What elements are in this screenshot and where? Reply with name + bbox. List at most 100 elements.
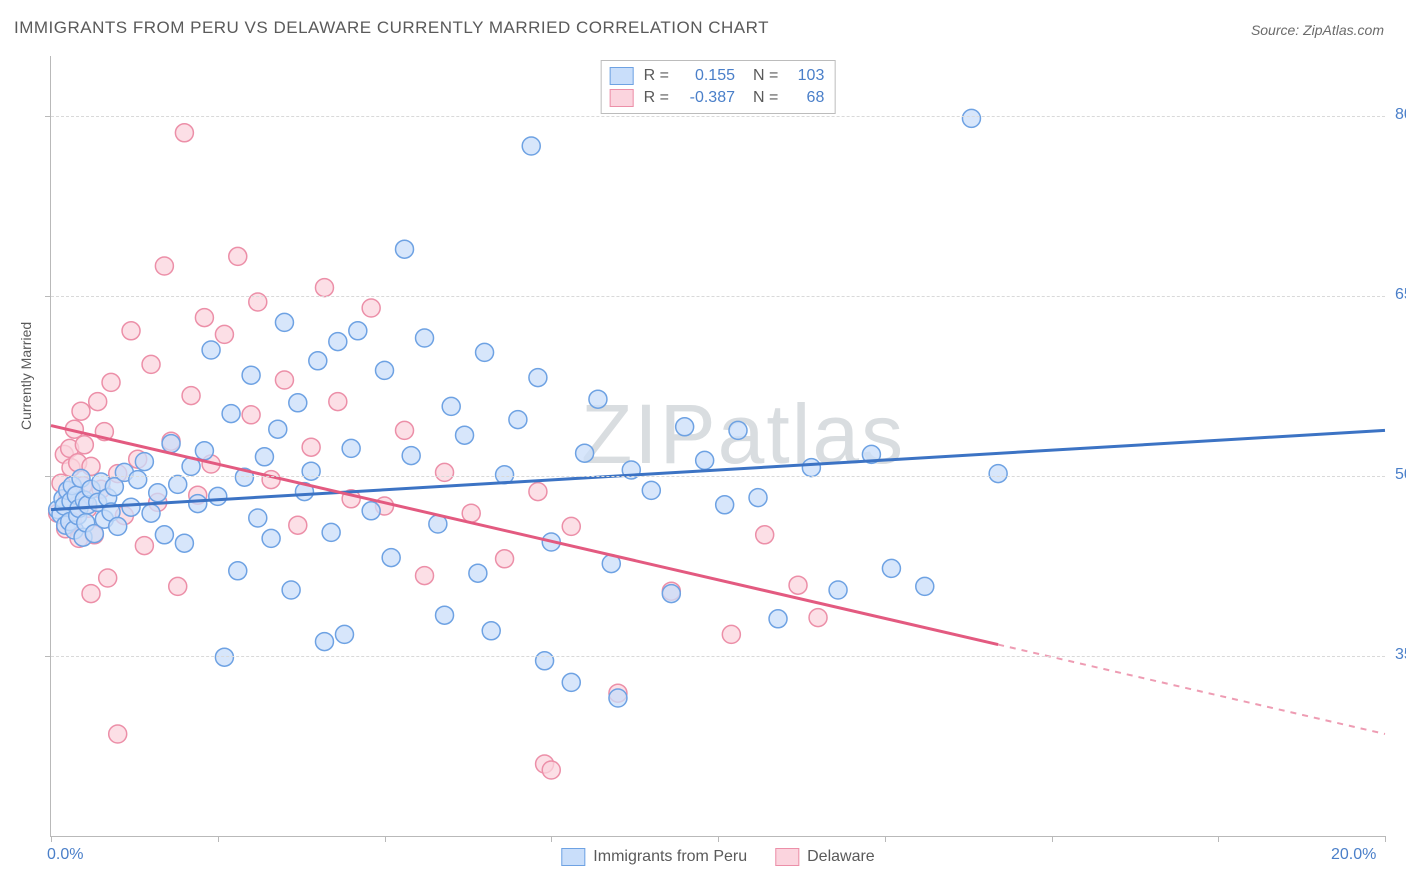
scatter-point-delaware — [72, 402, 90, 420]
scatter-point-peru — [242, 366, 260, 384]
scatter-point-peru — [189, 495, 207, 513]
scatter-point-peru — [476, 343, 494, 361]
scatter-point-delaware — [142, 355, 160, 373]
scatter-point-peru — [162, 435, 180, 453]
scatter-point-peru — [149, 484, 167, 502]
scatter-point-peru — [509, 411, 527, 429]
scatter-point-delaware — [155, 257, 173, 275]
scatter-point-peru — [142, 504, 160, 522]
scatter-point-peru — [215, 648, 233, 666]
scatter-point-delaware — [315, 279, 333, 297]
chart-plot-area: ZIPatlas R = 0.155 N = 103 R = -0.387 N … — [50, 56, 1385, 837]
legend-label-peru: Immigrants from Peru — [593, 848, 747, 866]
scatter-point-peru — [416, 329, 434, 347]
scatter-point-peru — [255, 448, 273, 466]
scatter-point-delaware — [436, 463, 454, 481]
scatter-point-peru — [989, 465, 1007, 483]
legend-label-delaware: Delaware — [807, 848, 875, 866]
scatter-point-peru — [676, 418, 694, 436]
scatter-point-peru — [135, 453, 153, 471]
scatter-point-peru — [175, 534, 193, 552]
scatter-point-peru — [229, 562, 247, 580]
ytick-label: 35.0% — [1387, 646, 1406, 664]
scatter-point-peru — [529, 369, 547, 387]
scatter-point-peru — [222, 405, 240, 423]
trend-line-delaware-extrapolated — [998, 645, 1385, 734]
scatter-point-peru — [749, 489, 767, 507]
scatter-point-peru — [155, 526, 173, 544]
scatter-point-peru — [376, 361, 394, 379]
scatter-point-delaware — [756, 526, 774, 544]
scatter-point-delaware — [195, 309, 213, 327]
legend-item-delaware: Delaware — [775, 848, 875, 866]
scatter-point-peru — [122, 498, 140, 516]
scatter-point-delaware — [542, 761, 560, 779]
scatter-point-delaware — [229, 247, 247, 265]
scatter-point-peru — [195, 442, 213, 460]
scatter-point-peru — [315, 633, 333, 651]
ytick-label: 50.0% — [1387, 466, 1406, 484]
scatter-point-peru — [169, 475, 187, 493]
y-axis-label: Currently Married — [18, 322, 34, 430]
scatter-svg — [51, 56, 1385, 836]
scatter-point-delaware — [169, 577, 187, 595]
scatter-point-delaware — [262, 471, 280, 489]
chart-title: IMMIGRANTS FROM PERU VS DELAWARE CURRENT… — [14, 18, 769, 38]
scatter-point-peru — [396, 240, 414, 258]
scatter-point-peru — [916, 577, 934, 595]
scatter-point-peru — [335, 625, 353, 643]
trend-line-delaware — [51, 426, 998, 645]
scatter-point-peru — [769, 610, 787, 628]
scatter-point-delaware — [362, 299, 380, 317]
ytick-label: 65.0% — [1387, 286, 1406, 304]
scatter-point-peru — [329, 333, 347, 351]
scatter-point-peru — [269, 420, 287, 438]
scatter-point-peru — [262, 529, 280, 547]
scatter-point-peru — [882, 559, 900, 577]
scatter-point-peru — [642, 481, 660, 499]
legend-item-peru: Immigrants from Peru — [561, 848, 747, 866]
scatter-point-peru — [382, 549, 400, 567]
ytick-label: 80.0% — [1387, 106, 1406, 124]
scatter-point-peru — [716, 496, 734, 514]
scatter-point-peru — [302, 462, 320, 480]
scatter-point-peru — [576, 444, 594, 462]
scatter-point-delaware — [809, 609, 827, 627]
scatter-point-peru — [202, 341, 220, 359]
scatter-point-delaware — [462, 504, 480, 522]
scatter-point-delaware — [529, 483, 547, 501]
scatter-point-peru — [442, 397, 460, 415]
scatter-point-delaware — [175, 124, 193, 142]
scatter-point-peru — [402, 447, 420, 465]
scatter-point-delaware — [496, 550, 514, 568]
scatter-point-peru — [469, 564, 487, 582]
scatter-point-peru — [456, 426, 474, 444]
scatter-point-delaware — [135, 537, 153, 555]
scatter-point-delaware — [102, 373, 120, 391]
xtick-label: 20.0% — [1331, 846, 1376, 864]
source-label: Source: ZipAtlas.com — [1251, 22, 1384, 38]
scatter-point-delaware — [289, 516, 307, 534]
scatter-point-peru — [562, 673, 580, 691]
series-legend: Immigrants from Peru Delaware — [561, 848, 874, 866]
scatter-point-delaware — [275, 371, 293, 389]
scatter-point-peru — [209, 487, 227, 505]
swatch-delaware-bottom — [775, 848, 799, 866]
scatter-point-delaware — [396, 421, 414, 439]
scatter-point-peru — [802, 459, 820, 477]
scatter-point-peru — [275, 313, 293, 331]
scatter-point-peru — [349, 322, 367, 340]
scatter-point-peru — [129, 471, 147, 489]
scatter-point-delaware — [302, 438, 320, 456]
scatter-point-peru — [536, 652, 554, 670]
scatter-point-peru — [662, 585, 680, 603]
scatter-point-peru — [589, 390, 607, 408]
scatter-point-delaware — [416, 567, 434, 585]
scatter-point-peru — [729, 421, 747, 439]
scatter-point-delaware — [242, 406, 260, 424]
xtick-label: 0.0% — [47, 846, 83, 864]
scatter-point-peru — [322, 523, 340, 541]
scatter-point-delaware — [182, 387, 200, 405]
scatter-point-delaware — [562, 517, 580, 535]
scatter-point-peru — [342, 439, 360, 457]
